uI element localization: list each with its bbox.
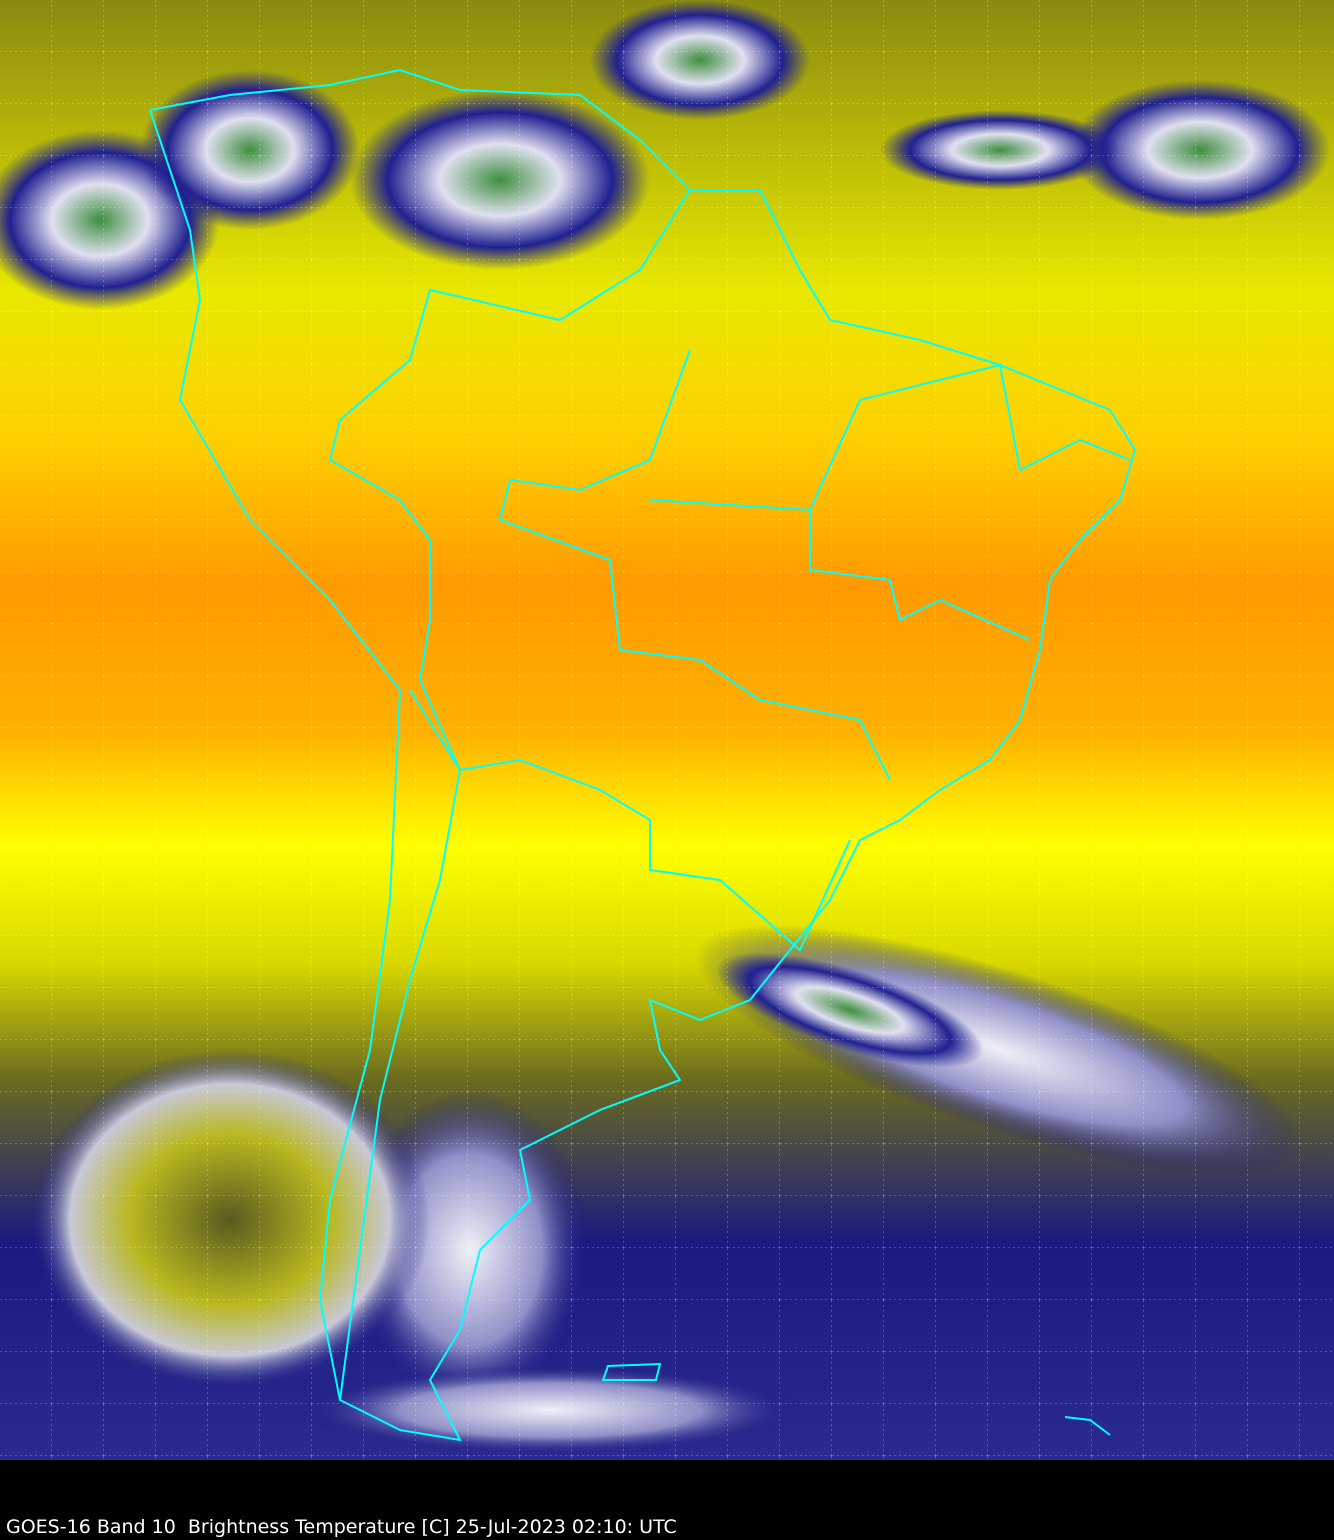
andes-border [339,689,462,1401]
brazil-border [328,189,851,952]
brazil-states-3 [809,510,1031,641]
country-boundaries [149,68,1137,1442]
falkland-islands [601,1362,662,1381]
satellite-image [0,0,1334,1460]
south-georgia [1064,1416,1111,1436]
south-america-coastline [149,68,1137,1442]
brazil-states [498,349,891,781]
lat-lon-grid [0,0,1334,1460]
image-caption: GOES-16 Band 10 Brightness Temperature [… [6,1516,677,1538]
